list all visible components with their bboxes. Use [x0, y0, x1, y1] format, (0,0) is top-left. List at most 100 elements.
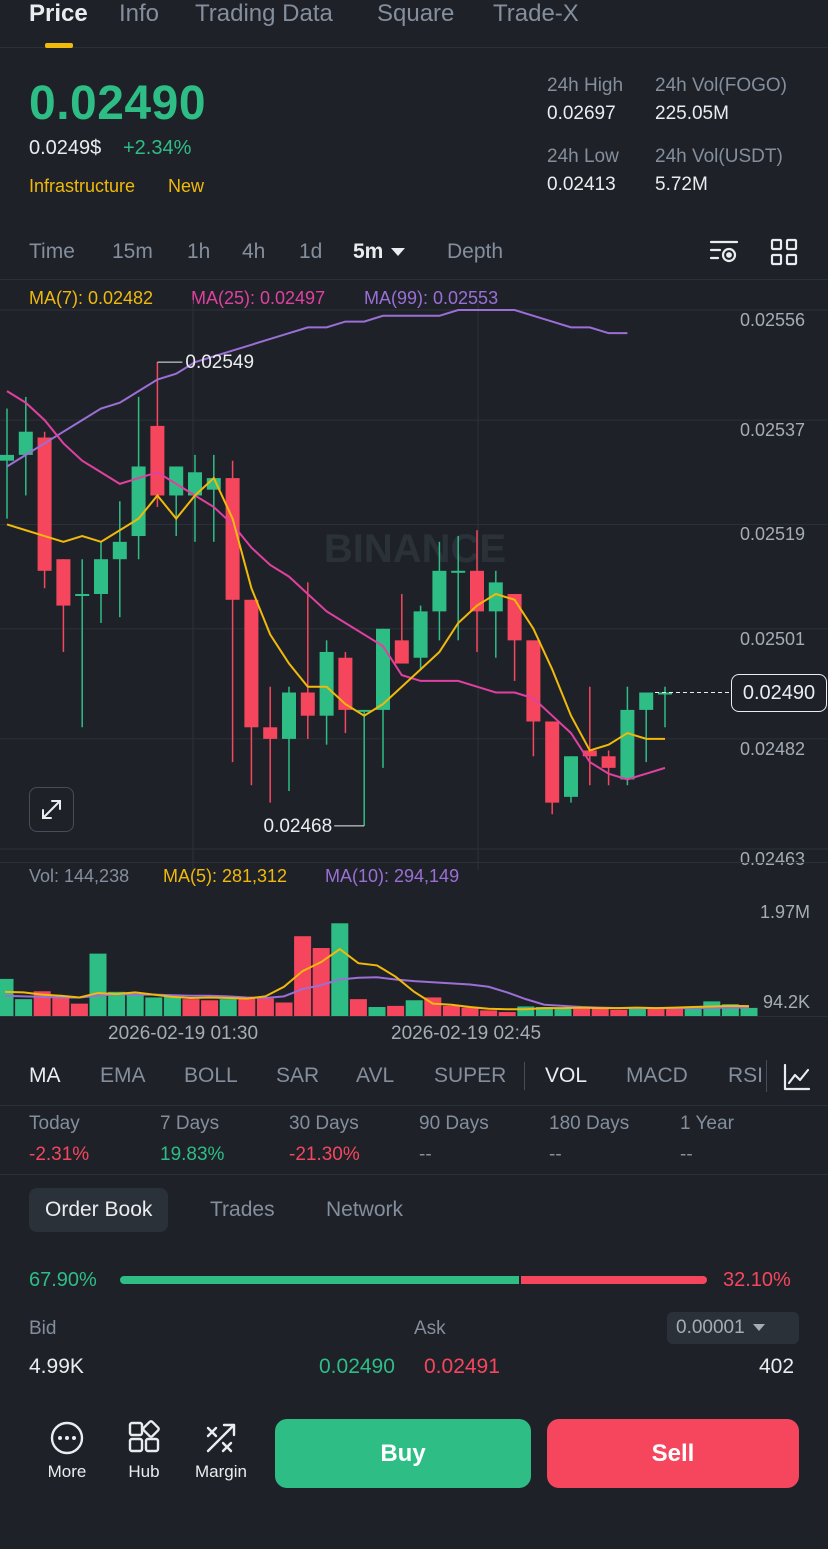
period-label: 1 Year	[680, 1113, 734, 1134]
volume-ma5-line	[4, 947, 750, 1011]
price-axis-label: 0.02482	[740, 738, 806, 759]
indicator-ma[interactable]: MA	[29, 1064, 61, 1087]
ask-price[interactable]: 0.02491	[424, 1355, 500, 1378]
sector-tag[interactable]: Infrastructure	[29, 176, 136, 196]
candle	[0, 408, 14, 519]
volume-bar	[201, 1000, 219, 1016]
price-axis-label: 0.02519	[740, 524, 806, 545]
divider	[0, 1174, 828, 1175]
watermark-text: BINANCE	[324, 527, 506, 571]
indicator-settings-icon[interactable]	[782, 1062, 812, 1092]
time-label: 2026-02-19 02:45	[391, 1023, 542, 1044]
volume-bar	[126, 994, 144, 1016]
indicator-macd[interactable]: MACD	[626, 1064, 688, 1087]
divider	[0, 279, 828, 280]
indicator-vol[interactable]: VOL	[545, 1064, 588, 1087]
margin-label: Margin	[195, 1462, 247, 1481]
sell-button[interactable]: Sell	[547, 1419, 799, 1488]
indicator-divider	[524, 1062, 525, 1090]
low-price-marker: 0.02468	[264, 816, 333, 837]
ask-qty: 402	[759, 1355, 795, 1378]
volume-axis-bottom: 94.2K	[763, 992, 811, 1012]
period-value: -21.30%	[289, 1144, 360, 1165]
volume-bar	[349, 999, 367, 1016]
interval-selected-label: 5m	[353, 240, 384, 263]
time-label: 2026-02-19 01:30	[108, 1023, 259, 1044]
candle	[37, 431, 52, 589]
candle	[225, 460, 240, 763]
indicator-ema[interactable]: EMA	[100, 1064, 146, 1087]
usd-price: 0.0249$	[29, 137, 102, 159]
tab-trades[interactable]: Trades	[210, 1198, 275, 1221]
volume-bar	[163, 994, 181, 1016]
bid-price[interactable]: 0.02490	[319, 1355, 395, 1378]
chevron-down-icon	[752, 1324, 765, 1332]
candle	[394, 593, 409, 664]
tab-price[interactable]: Price	[29, 0, 88, 27]
period-label: 30 Days	[289, 1113, 359, 1134]
ask-ratio-bar	[521, 1276, 707, 1284]
more-icon	[50, 1421, 84, 1455]
volume-chart[interactable]	[0, 890, 828, 1018]
interval-depth[interactable]: Depth	[447, 240, 504, 263]
candle	[94, 541, 108, 623]
fullscreen-button[interactable]	[29, 787, 74, 832]
volume-bar	[442, 1005, 460, 1016]
candle	[357, 709, 372, 826]
volume-bar	[108, 991, 126, 1016]
price-change-percent: +2.34%	[123, 137, 192, 159]
grid-layout-icon[interactable]	[768, 236, 800, 268]
volume-bar	[684, 1007, 702, 1016]
chart-settings-icon[interactable]	[708, 236, 740, 268]
candle	[319, 640, 334, 745]
candle	[545, 721, 560, 815]
volume-bar	[591, 1007, 609, 1016]
volume-bar	[647, 1008, 665, 1016]
tab-trading-data[interactable]: Trading Data	[195, 0, 333, 27]
vol-quote-label: 24h Vol(USDT)	[655, 146, 783, 167]
candle	[263, 686, 278, 803]
ma7-line	[6, 476, 665, 752]
interval-15m[interactable]: 15m	[112, 240, 153, 263]
indicator-divider	[766, 1060, 767, 1092]
volume-bar	[666, 1008, 684, 1016]
more-button[interactable]: More	[32, 1420, 102, 1482]
buy-button[interactable]: Buy	[275, 1419, 531, 1488]
ask-ratio: 32.10%	[723, 1269, 791, 1291]
indicator-rsi[interactable]: RSI	[728, 1064, 764, 1087]
volume-legend: Vol: 144,238	[29, 866, 130, 886]
hub-button[interactable]: Hub	[109, 1420, 179, 1482]
tab-trade-x[interactable]: Trade-X	[493, 0, 579, 27]
interval-4h[interactable]: 4h	[242, 240, 266, 263]
low-value: 0.02413	[547, 174, 616, 195]
bid-ratio: 67.90%	[29, 1269, 97, 1291]
interval-time[interactable]: Time	[29, 240, 75, 263]
tab-order-book[interactable]: Order Book	[29, 1188, 169, 1232]
volume-bar	[387, 1005, 405, 1016]
interval-1h[interactable]: 1h	[187, 240, 211, 263]
volume-bar	[145, 997, 163, 1016]
more-label: More	[47, 1462, 87, 1481]
indicator-avl[interactable]: AVL	[356, 1064, 395, 1087]
tab-info[interactable]: Info	[119, 0, 160, 27]
tab-square[interactable]: Square	[377, 0, 455, 27]
interval-selector[interactable]: 5m	[353, 240, 406, 264]
candlestick-chart[interactable]: BINANCE 0.02549 0.02468	[0, 300, 828, 870]
interval-1d[interactable]: 1d	[299, 240, 323, 263]
tab-network[interactable]: Network	[326, 1198, 404, 1221]
margin-button[interactable]: Margin	[186, 1420, 256, 1482]
volume-bar	[610, 1009, 628, 1016]
period-value: --	[680, 1144, 693, 1165]
tick-size-select[interactable]: 0.00001	[667, 1312, 799, 1344]
candle	[300, 582, 315, 739]
volume-bar	[740, 1007, 758, 1016]
indicator-sar[interactable]: SAR	[276, 1064, 320, 1087]
volume-bar	[0, 978, 14, 1016]
candle	[413, 605, 428, 670]
candle	[282, 686, 296, 792]
indicator-boll[interactable]: BOLL	[184, 1064, 238, 1087]
ma99-legend: MA(99): 0.02553	[364, 288, 499, 308]
divider	[0, 1105, 828, 1106]
volume-bar	[182, 999, 200, 1016]
indicator-super[interactable]: SUPER	[434, 1064, 507, 1087]
